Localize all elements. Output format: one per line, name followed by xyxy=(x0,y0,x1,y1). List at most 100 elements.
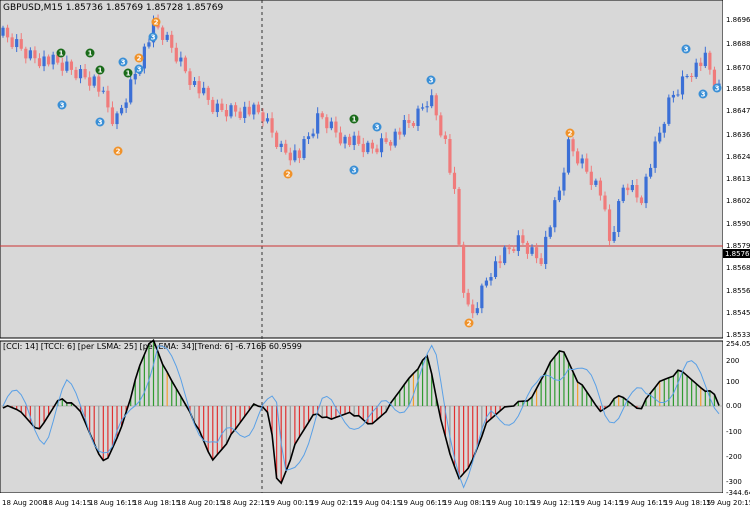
candle-body xyxy=(416,108,420,126)
candle-body xyxy=(33,50,37,59)
signal-marker-label: 3 xyxy=(684,46,689,54)
candle-body xyxy=(448,139,452,173)
candle-body xyxy=(612,231,616,241)
signal-marker-label: 2 xyxy=(154,19,159,27)
candle-body xyxy=(662,123,666,133)
candle-body xyxy=(462,244,466,293)
time-tick: 19 Aug 12:15 xyxy=(532,499,579,507)
signal-marker xyxy=(85,48,95,58)
candle-body xyxy=(357,135,361,144)
candle-body xyxy=(147,42,151,47)
cci-line xyxy=(2,339,720,485)
candle-body xyxy=(379,138,384,153)
candle-body xyxy=(585,158,589,172)
signal-marker-label: 1 xyxy=(98,67,103,75)
signal-marker xyxy=(349,114,359,124)
candle-body xyxy=(498,261,502,264)
candle-body xyxy=(617,201,621,232)
signal-marker-label: 2 xyxy=(116,148,121,156)
candle-body xyxy=(238,111,242,118)
time-tick: 19 Aug 06:15 xyxy=(399,499,446,507)
candle-body xyxy=(197,81,201,94)
indicator-pane[interactable] xyxy=(0,340,724,494)
candle-body xyxy=(398,131,402,135)
signal-marker xyxy=(151,17,161,27)
candle-body xyxy=(589,171,593,185)
price-tick: 1.86020 xyxy=(726,197,750,205)
candle-body xyxy=(521,235,525,243)
signal-marker xyxy=(426,75,436,85)
candle-body xyxy=(306,136,311,140)
candle-body xyxy=(51,54,55,65)
time-tick: 19 Aug 18:15 xyxy=(664,499,711,507)
main-chart-title: GBPUSD,M15 1.85736 1.85769 1.85728 1.857… xyxy=(3,3,223,13)
candle-body xyxy=(594,180,598,185)
candle-body xyxy=(192,81,197,85)
candle-body xyxy=(229,105,233,117)
price-tick: 1.85680 xyxy=(726,264,750,272)
indicator-tick: 254.0576 xyxy=(726,340,750,348)
signal-marker xyxy=(148,32,158,42)
candle-body xyxy=(530,247,534,254)
candle-body xyxy=(78,68,83,79)
main-chart-pane[interactable] xyxy=(0,0,724,339)
candle-body xyxy=(452,172,457,189)
candle-body xyxy=(598,180,603,196)
candle-body xyxy=(142,46,146,69)
candle-body xyxy=(694,62,698,77)
signal-marker xyxy=(698,89,708,99)
candle-body xyxy=(24,48,28,59)
candle-body xyxy=(621,187,625,202)
candle-body xyxy=(375,148,379,153)
candle-body xyxy=(211,99,215,113)
candle-body xyxy=(430,95,434,107)
candle-body xyxy=(215,103,219,113)
candle-body xyxy=(466,292,470,305)
candle-body xyxy=(361,143,365,153)
time-scale xyxy=(0,493,723,510)
signal-marker-label: 3 xyxy=(151,34,156,42)
time-tick: 19 Aug 14:15 xyxy=(576,499,623,507)
candle-body xyxy=(279,143,283,148)
candle-body xyxy=(512,249,516,252)
candle-body xyxy=(270,118,274,133)
candle-body xyxy=(690,75,694,77)
price-tick: 1.86475 xyxy=(726,107,750,115)
signal-marker xyxy=(372,122,382,132)
candle-body xyxy=(19,39,23,49)
candle-body xyxy=(1,27,5,36)
candle-body xyxy=(603,195,607,210)
candle-body xyxy=(124,102,128,108)
candle-body xyxy=(653,141,657,168)
time-tick: 18 Aug 20:15 xyxy=(177,499,224,507)
candle-body xyxy=(28,50,32,59)
signal-marker-label: 2 xyxy=(137,55,142,63)
candle-body xyxy=(457,188,461,245)
candle-body xyxy=(553,200,557,228)
candle-body xyxy=(630,185,634,191)
indicator-tick: 100 xyxy=(726,378,739,386)
candle-body xyxy=(493,261,498,278)
candle-body xyxy=(151,20,156,43)
indicator-tick: -100 xyxy=(726,428,742,436)
signal-marker-label: 3 xyxy=(429,77,434,85)
signal-marker-label: 3 xyxy=(701,91,706,99)
candle-body xyxy=(256,104,260,113)
candle-body xyxy=(393,131,397,146)
candle-body xyxy=(42,56,46,67)
candle-body xyxy=(101,90,105,92)
signal-marker-label: 3 xyxy=(121,59,126,67)
candle-body xyxy=(311,133,315,137)
signal-marker-label: 3 xyxy=(375,124,380,132)
time-axis: 18 Aug 2008 18 Aug 14:15 18 Aug 16:15 18… xyxy=(2,499,750,507)
candle-body xyxy=(475,308,479,314)
candle-body xyxy=(233,105,238,112)
indicator-tick: -200 xyxy=(726,453,742,461)
candle-body xyxy=(347,136,352,146)
signal-marker-label: 2 xyxy=(467,320,472,328)
candlestick-series xyxy=(1,14,721,319)
candle-body xyxy=(83,68,87,78)
